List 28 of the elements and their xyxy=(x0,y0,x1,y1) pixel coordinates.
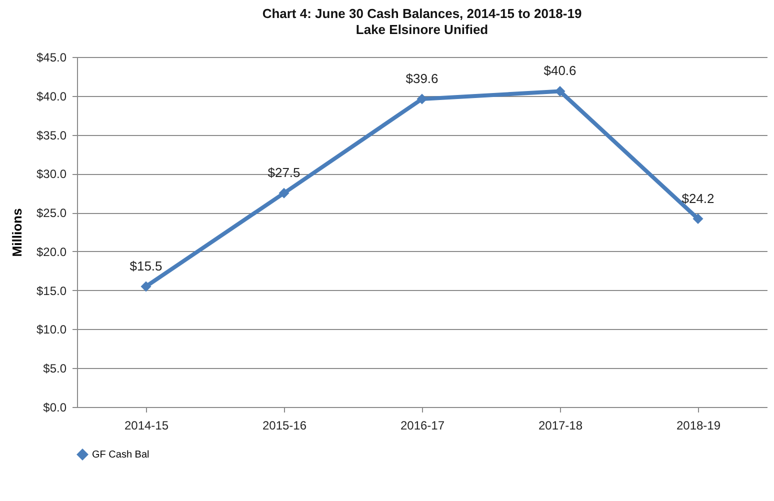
x-tick-label: 2016-17 xyxy=(400,418,445,432)
y-tick-label: $0.0 xyxy=(43,400,67,414)
y-tick-label: $25.0 xyxy=(36,206,67,220)
point xyxy=(140,281,152,292)
y-tick-label: $40.0 xyxy=(36,89,67,104)
point xyxy=(278,188,290,198)
x-tick-label: 2017-18 xyxy=(538,418,583,432)
x-tick-label: 2014-15 xyxy=(124,418,169,432)
x-tick-label: 2015-16 xyxy=(262,418,307,432)
data-label: $24.2 xyxy=(682,190,714,206)
y-tick-label: $30.0 xyxy=(36,167,67,182)
chart-title: Chart 4: June 30 Cash Balances, 2014-15 to 2018-19 xyxy=(262,6,582,21)
y-tick-label: $10.0 xyxy=(36,322,67,337)
data-label: $40.6 xyxy=(544,63,576,78)
y-tick-label: $5.0 xyxy=(43,362,67,376)
legend-label: GF Cash Bal xyxy=(92,450,150,460)
data-label: $27.5 xyxy=(268,165,300,180)
point xyxy=(416,94,428,104)
chart-subtitle: Lake Elsinore Unified xyxy=(356,22,488,37)
data-label: $15.5 xyxy=(130,258,162,274)
y-tick-label: $15.0 xyxy=(36,284,67,298)
y-tick-label: $20.0 xyxy=(36,244,67,259)
y-tick-label: $35.0 xyxy=(36,128,67,142)
data-label: $39.6 xyxy=(406,71,438,86)
y-tick-label: $45.0 xyxy=(36,50,67,64)
y-axis-title: Millions xyxy=(9,208,24,257)
point xyxy=(692,214,704,224)
x-tick-label: 2018-19 xyxy=(676,418,721,432)
